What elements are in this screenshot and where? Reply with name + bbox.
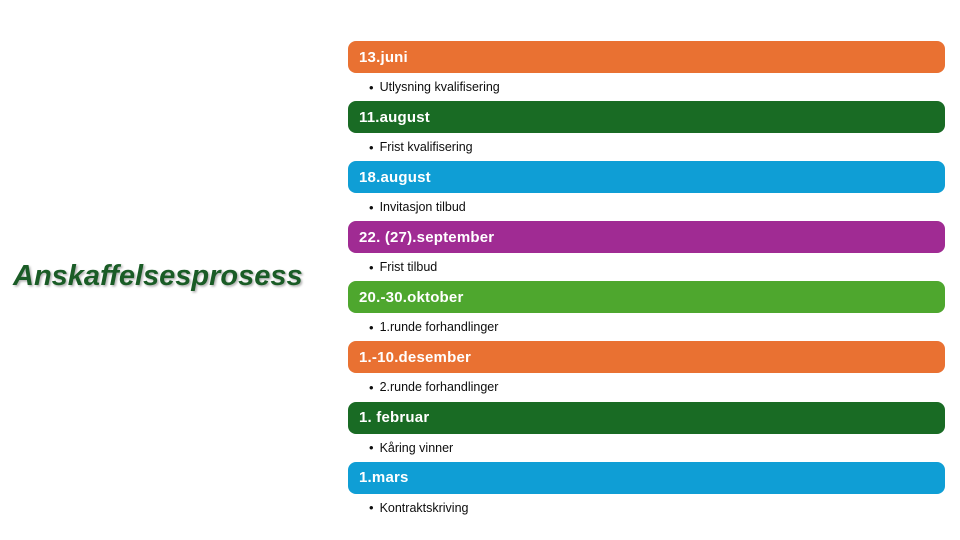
timeline-row: 1.-10.desember • 2.runde forhandlinger	[348, 341, 945, 401]
page-title: Anskaffelsesprosess	[13, 260, 303, 292]
timeline-description: Utlysning kvalifisering	[379, 80, 500, 94]
timeline-date-label: 1. februar	[359, 409, 430, 427]
timeline-date-label: 22. (27).september	[359, 228, 495, 246]
bullet-icon: •	[369, 319, 374, 335]
timeline-description: Kontraktskriving	[379, 500, 469, 515]
timeline-date-label: 13.juni	[359, 48, 408, 66]
timeline-row: 13.juni • Utlysning kvalifisering	[348, 41, 945, 101]
timeline-bar: 11.august	[348, 101, 945, 134]
timeline-row: 1. februar • Kåring vinner	[348, 401, 945, 462]
bullet-icon: •	[369, 199, 374, 215]
timeline-date-label: 1.mars	[359, 469, 409, 487]
timeline-bullet-line: • Frist tilbud	[348, 253, 945, 281]
timeline-bar: 20.-30.oktober	[348, 281, 945, 314]
bullet-icon: •	[369, 139, 374, 155]
timeline-description: 1.runde forhandlinger	[379, 320, 499, 335]
timeline-bullet-line: • 2.runde forhandlinger	[348, 373, 945, 401]
timeline: 13.juni • Utlysning kvalifisering 11.aug…	[348, 41, 945, 522]
timeline-bullet-line: • Invitasjon tilbud	[348, 193, 945, 221]
timeline-description: Frist kvalifisering	[379, 140, 473, 155]
bullet-icon: •	[369, 440, 374, 456]
timeline-row: 1.mars • Kontraktskriving	[348, 461, 945, 522]
timeline-bar: 1. februar	[348, 401, 945, 434]
timeline-date-label: 20.-30.oktober	[359, 288, 464, 306]
timeline-description: Kåring vinner	[379, 440, 454, 455]
timeline-description: 2.runde forhandlinger	[379, 380, 499, 395]
bullet-icon: •	[369, 379, 374, 395]
timeline-description: Frist tilbud	[379, 260, 438, 275]
timeline-bar: 1.mars	[348, 461, 945, 494]
timeline-description: Invitasjon tilbud	[379, 200, 466, 215]
timeline-row: 18.august • Invitasjon tilbud	[348, 161, 945, 221]
bullet-icon: •	[369, 500, 374, 516]
timeline-row: 11.august • Frist kvalifisering	[348, 101, 945, 161]
timeline-bullet-line: • Kontraktskriving	[348, 494, 945, 522]
timeline-bar: 22. (27).september	[348, 221, 945, 254]
timeline-bullet-line: • Kåring vinner	[348, 434, 945, 462]
bullet-icon: •	[369, 79, 374, 95]
timeline-bar: 18.august	[348, 161, 945, 194]
timeline-bullet-line: • Utlysning kvalifisering	[348, 73, 945, 101]
bullet-icon: •	[369, 259, 374, 275]
timeline-row: 20.-30.oktober • 1.runde forhandlinger	[348, 281, 945, 341]
timeline-bullet-line: • 1.runde forhandlinger	[348, 313, 945, 341]
timeline-bullet-line: • Frist kvalifisering	[348, 133, 945, 161]
timeline-date-label: 1.-10.desember	[359, 348, 472, 366]
timeline-row: 22. (27).september • Frist tilbud	[348, 221, 945, 281]
timeline-bar: 1.-10.desember	[348, 341, 945, 374]
timeline-date-label: 11.august	[359, 108, 430, 126]
timeline-bar: 13.juni	[348, 41, 945, 73]
timeline-date-label: 18.august	[359, 168, 431, 186]
